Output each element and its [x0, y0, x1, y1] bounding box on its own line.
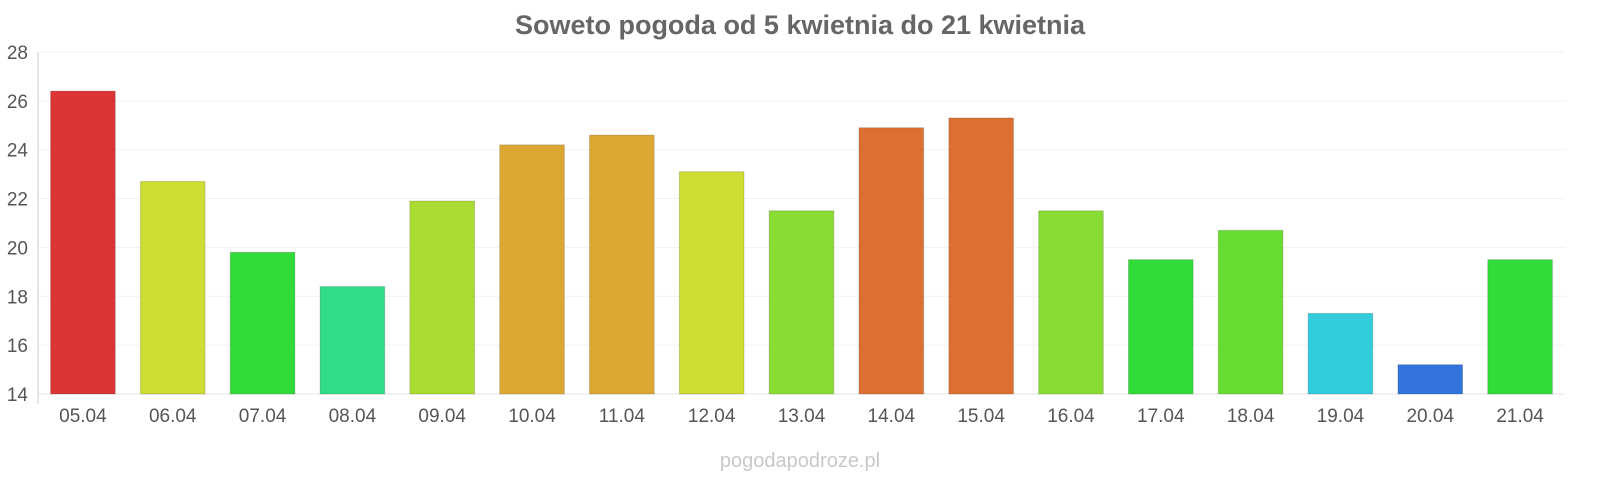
bars [50, 90, 1553, 395]
bar-20.04 [1397, 364, 1464, 395]
y-tick-label: 14 [7, 385, 29, 406]
x-tick-label: 19.04 [1317, 406, 1365, 427]
x-tick-label: 17.04 [1137, 406, 1185, 427]
x-tick-label: 10.04 [508, 406, 556, 427]
bar-06.04 [139, 180, 206, 395]
bar-10.04 [499, 144, 565, 395]
y-axis-ticks: 14 16 18 20 22 24 26 28 [7, 43, 29, 406]
x-tick-label: 11.04 [599, 406, 646, 427]
bar-12.04 [678, 171, 745, 395]
y-tick-label: 16 [7, 336, 28, 357]
bar-18.04 [1217, 229, 1284, 395]
bar-16.04 [1038, 210, 1104, 395]
x-tick-label: 09.04 [418, 406, 466, 427]
y-tick-label: 22 [7, 190, 28, 211]
y-tick-label: 18 [7, 287, 28, 308]
x-tick-label: 05.04 [59, 406, 107, 427]
x-tick-label: 07.04 [239, 406, 287, 427]
x-tick-label: 21.04 [1496, 406, 1544, 427]
watermark: pogodapodroze.pl [719, 450, 881, 472]
y-tick-label: 20 [7, 238, 28, 259]
x-tick-label: 18.04 [1227, 406, 1275, 427]
bar-19.04 [1307, 312, 1374, 395]
bar-14.04 [858, 127, 925, 395]
x-axis-ticks: 05.04 06.04 07.04 08.04 09.04 10.04 11.04 12.04… [59, 406, 1544, 427]
chart-title: Soweto pogoda od 5 kwietnia do 21 kwietn… [514, 10, 1086, 40]
bar-17.04 [1127, 259, 1194, 395]
bar-15.04 [948, 117, 1014, 395]
x-tick-label: 12.04 [688, 406, 736, 427]
bar-11.04 [589, 134, 655, 395]
bar-08.04 [319, 286, 386, 395]
x-tick-label: 06.04 [149, 406, 197, 427]
bar-13.04 [768, 210, 835, 395]
bar-07.04 [229, 251, 296, 395]
x-tick-label: 13.04 [778, 406, 826, 427]
bar-09.04 [409, 200, 476, 395]
x-tick-label: 20.04 [1406, 406, 1454, 427]
x-tick-label: 14.04 [868, 406, 916, 427]
bar-21.04 [1487, 259, 1553, 395]
x-tick-label: 15.04 [957, 406, 1005, 427]
x-tick-label: 16.04 [1047, 406, 1095, 427]
y-tick-label: 24 [7, 141, 29, 162]
bar-05.04 [50, 90, 116, 395]
y-tick-label: 28 [7, 43, 28, 64]
x-tick-label: 08.04 [329, 406, 377, 427]
y-tick-label: 26 [7, 92, 28, 113]
